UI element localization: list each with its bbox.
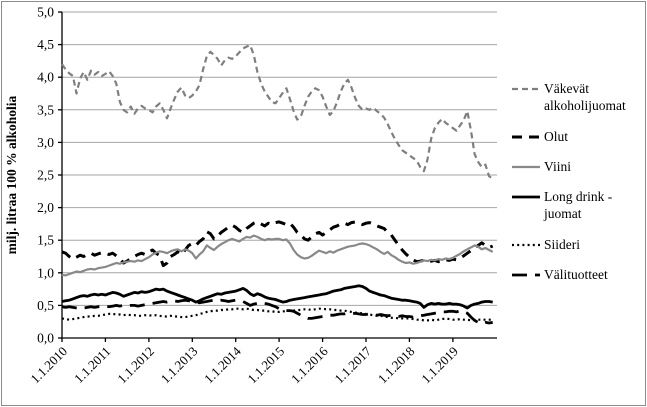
series-vakevat-alkoholijuomat [61, 44, 494, 180]
legend-item-viini: Viini [512, 158, 647, 175]
y-tick-label: 3,5 [37, 102, 54, 117]
legend-label-olut: Olut [544, 128, 569, 144]
x-tick-label: 1.1.2012 [114, 344, 157, 387]
legend-item-siideri: Siideri [512, 236, 647, 253]
y-tick-label: 3,0 [37, 135, 54, 150]
series-viini [61, 234, 494, 277]
x-tick-label: 1.1.2011 [71, 344, 113, 386]
x-tick-label: 1.1.2019 [418, 344, 461, 387]
y-tick-label: 1,0 [37, 265, 54, 280]
y-tick-label: 2,0 [37, 200, 54, 215]
legend: Väkevät alkoholijuomat Olut Viini Long drin… [512, 80, 647, 296]
legend-sample-line-valituotteet [512, 273, 540, 277]
legend-item-long-drink-juomat: Long drink -juomat [512, 188, 647, 223]
legend-item-olut: Olut [512, 128, 647, 145]
legend-label-siideri: Siideri [544, 236, 580, 252]
y-tick-label: 4,0 [37, 70, 54, 85]
series-valituotteet [61, 298, 493, 326]
y-tick-label: 2,5 [37, 168, 54, 183]
gridlines [62, 11, 497, 306]
legend-label-vakevat-alkoholijuomat: Väkevät alkoholijuomat [544, 81, 626, 114]
legend-sample-line-viini [512, 165, 540, 168]
legend-sample-line-vakevat-alkoholijuomat [512, 87, 540, 91]
legend-sample-line-siideri [512, 243, 540, 246]
legend-item-valituotteet: Välituotteet [512, 266, 647, 283]
legend-label-viini: Viini [544, 158, 571, 174]
legend-item-vakevat-alkoholijuomat: Väkevät alkoholijuomat [512, 80, 647, 115]
y-tick-label: 4,5 [37, 37, 54, 52]
axes: 5,04,54,03,53,02,52,01,51,00,50,01.1.201… [27, 5, 497, 387]
legend-label-long-drink-juomat: Long drink -juomat [544, 189, 613, 222]
y-tick-label: 0,0 [37, 331, 54, 346]
x-tick-label: 1.1.2016 [288, 343, 331, 386]
y-tick-label: 5,0 [37, 5, 54, 20]
y-axis-title: milj. litraa 100 % alkoholia [4, 95, 19, 254]
series-olut [61, 220, 494, 268]
legend-sample-line-long-drink-juomat [512, 195, 540, 199]
legend-label-valituotteet: Välituotteet [544, 266, 608, 282]
x-tick-label: 1.1.2010 [27, 344, 70, 387]
x-tick-label: 1.1.2018 [375, 344, 418, 387]
y-tick-label: 1,5 [37, 233, 54, 248]
x-tick-label: 1.1.2013 [158, 344, 201, 387]
series-long-drink-juomat [61, 284, 493, 310]
y-tick-label: 0,5 [37, 298, 54, 313]
x-tick-label: 1.1.2017 [331, 343, 374, 386]
legend-sample-line-olut [512, 135, 540, 139]
x-tick-label: 1.1.2014 [201, 343, 244, 386]
x-tick-label: 1.1.2015 [244, 344, 287, 387]
